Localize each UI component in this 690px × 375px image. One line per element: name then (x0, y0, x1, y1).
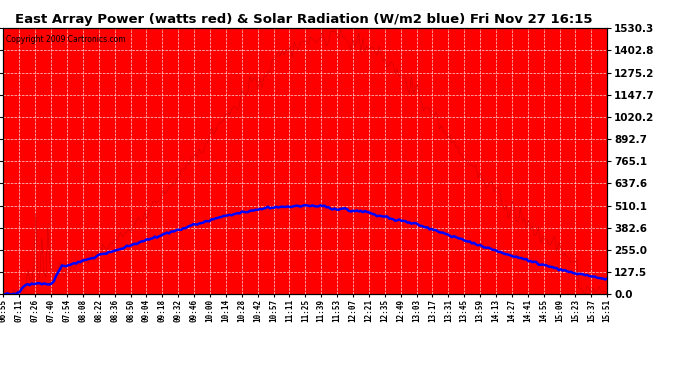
Text: Copyright 2009 Cartronics.com: Copyright 2009 Cartronics.com (6, 35, 126, 44)
Text: East Array Power (watts red) & Solar Radiation (W/m2 blue) Fri Nov 27 16:15: East Array Power (watts red) & Solar Rad… (15, 13, 592, 26)
